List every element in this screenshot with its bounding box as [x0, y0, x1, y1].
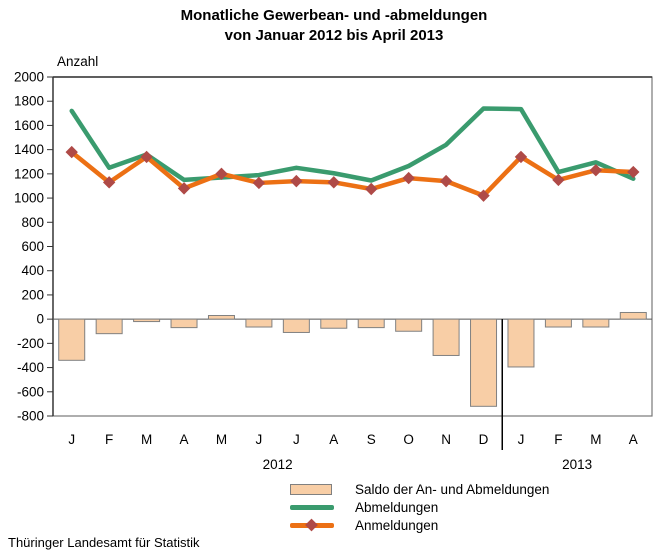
month-label: M [590, 432, 601, 447]
saldo-bar [282, 318, 310, 333]
month-label: F [105, 432, 113, 447]
legend-item-anmeldungen: Anmeldungen [290, 517, 549, 533]
diamond-marker [402, 171, 415, 185]
saldo-bar [320, 318, 348, 329]
y-tick-label: 0 [36, 312, 44, 327]
y-tick-label: -400 [17, 360, 44, 375]
saldo-bar [207, 315, 235, 320]
diamond-marker [177, 182, 191, 195]
legend-swatch-cell [290, 518, 334, 532]
saldo-bar [133, 318, 161, 323]
y-tick-label: 400 [21, 263, 44, 278]
month-label: M [216, 432, 227, 447]
saldo-bar [619, 311, 647, 320]
saldo-bar [58, 318, 86, 361]
month-label: S [367, 432, 376, 447]
chart-title-line1: Monatliche Gewerbean- und -abmeldungen [180, 7, 488, 24]
saldo-bar [582, 318, 610, 328]
y-tick-label: 1800 [14, 94, 44, 109]
saldo-bar [470, 318, 498, 407]
diamond-marker [439, 174, 453, 188]
diamond-marker [327, 176, 340, 189]
legend-label-saldo: Saldo der An- und Abmeldungen [355, 481, 550, 497]
legend-item-saldo: Saldo der An- und Abmeldungen [290, 481, 549, 497]
y-tick-label: -200 [17, 336, 44, 351]
month-label: D [479, 432, 489, 447]
legend-diamond-icon [305, 518, 318, 532]
diamond-marker [290, 174, 303, 188]
month-label: J [68, 432, 75, 447]
legend-label-abmeldungen: Abmeldungen [355, 499, 439, 515]
month-label: J [293, 432, 300, 447]
saldo-bar [544, 318, 572, 328]
saldo-bar [357, 318, 385, 329]
month-label: M [141, 432, 152, 447]
month-label: A [180, 432, 189, 447]
diamond-marker [627, 165, 640, 179]
line-abmeldungen [69, 106, 636, 183]
diamond-marker [102, 176, 116, 189]
diamond-marker [65, 145, 78, 159]
legend-label-anmeldungen: Anmeldungen [355, 517, 439, 533]
y-tick-label: 200 [21, 287, 44, 302]
year-label: 2013 [562, 457, 592, 472]
diamond-marker [589, 164, 603, 177]
y-tick-label: -800 [17, 409, 44, 424]
y-tick-label: 1400 [14, 142, 44, 157]
plot-frame [52, 76, 653, 417]
diamond-marker [514, 150, 528, 164]
legend-swatch-cell [290, 504, 334, 510]
saldo-bar [507, 318, 535, 368]
legend: Saldo der An- und Abmeldungen Abmeldunge… [290, 481, 549, 535]
line-anmeldungen [69, 149, 636, 198]
saldo-bar [170, 318, 198, 329]
diamond-marker [140, 150, 153, 164]
month-label: O [403, 432, 414, 447]
diamond-marker [552, 173, 565, 187]
legend-swatch-cell [290, 483, 334, 495]
y-tick-label: 1000 [14, 191, 44, 206]
saldo-bar [395, 318, 423, 332]
month-label: A [329, 432, 338, 447]
y-axis-label: Anzahl [57, 54, 99, 69]
diamond-marker [215, 167, 228, 181]
y-tick-label: 600 [21, 239, 44, 254]
saldo-bar [95, 318, 123, 335]
diamond-marker [252, 176, 266, 190]
source-credit: Thüringer Landesamt für Statistik [8, 535, 200, 550]
legend-swatch-abmeldungen [290, 504, 334, 510]
month-label: A [629, 432, 638, 447]
y-tick-label: 1200 [14, 166, 44, 181]
month-label: J [518, 432, 525, 447]
legend-item-abmeldungen: Abmeldungen [290, 499, 549, 515]
saldo-bar [245, 318, 273, 328]
month-label: J [256, 432, 263, 447]
diamond-marker [477, 189, 490, 202]
y-tick-label: 800 [21, 215, 44, 230]
month-label: F [554, 432, 562, 447]
plot-area: 2000180016001400120010008006004002000-20… [14, 70, 653, 472]
diamond-marker [365, 182, 378, 196]
month-label: N [441, 432, 451, 447]
chart-title-line2: von Januar 2012 bis April 2013 [224, 27, 444, 44]
legend-swatch-saldo [290, 483, 332, 495]
y-tick-label: -600 [17, 384, 44, 399]
y-tick-label: 1600 [14, 118, 44, 133]
saldo-bar [432, 318, 460, 356]
y-tick-label: 2000 [14, 70, 44, 85]
chart-title: Monatliche Gewerbean- und -abmeldungen v… [0, 6, 668, 46]
year-label: 2012 [263, 457, 293, 472]
